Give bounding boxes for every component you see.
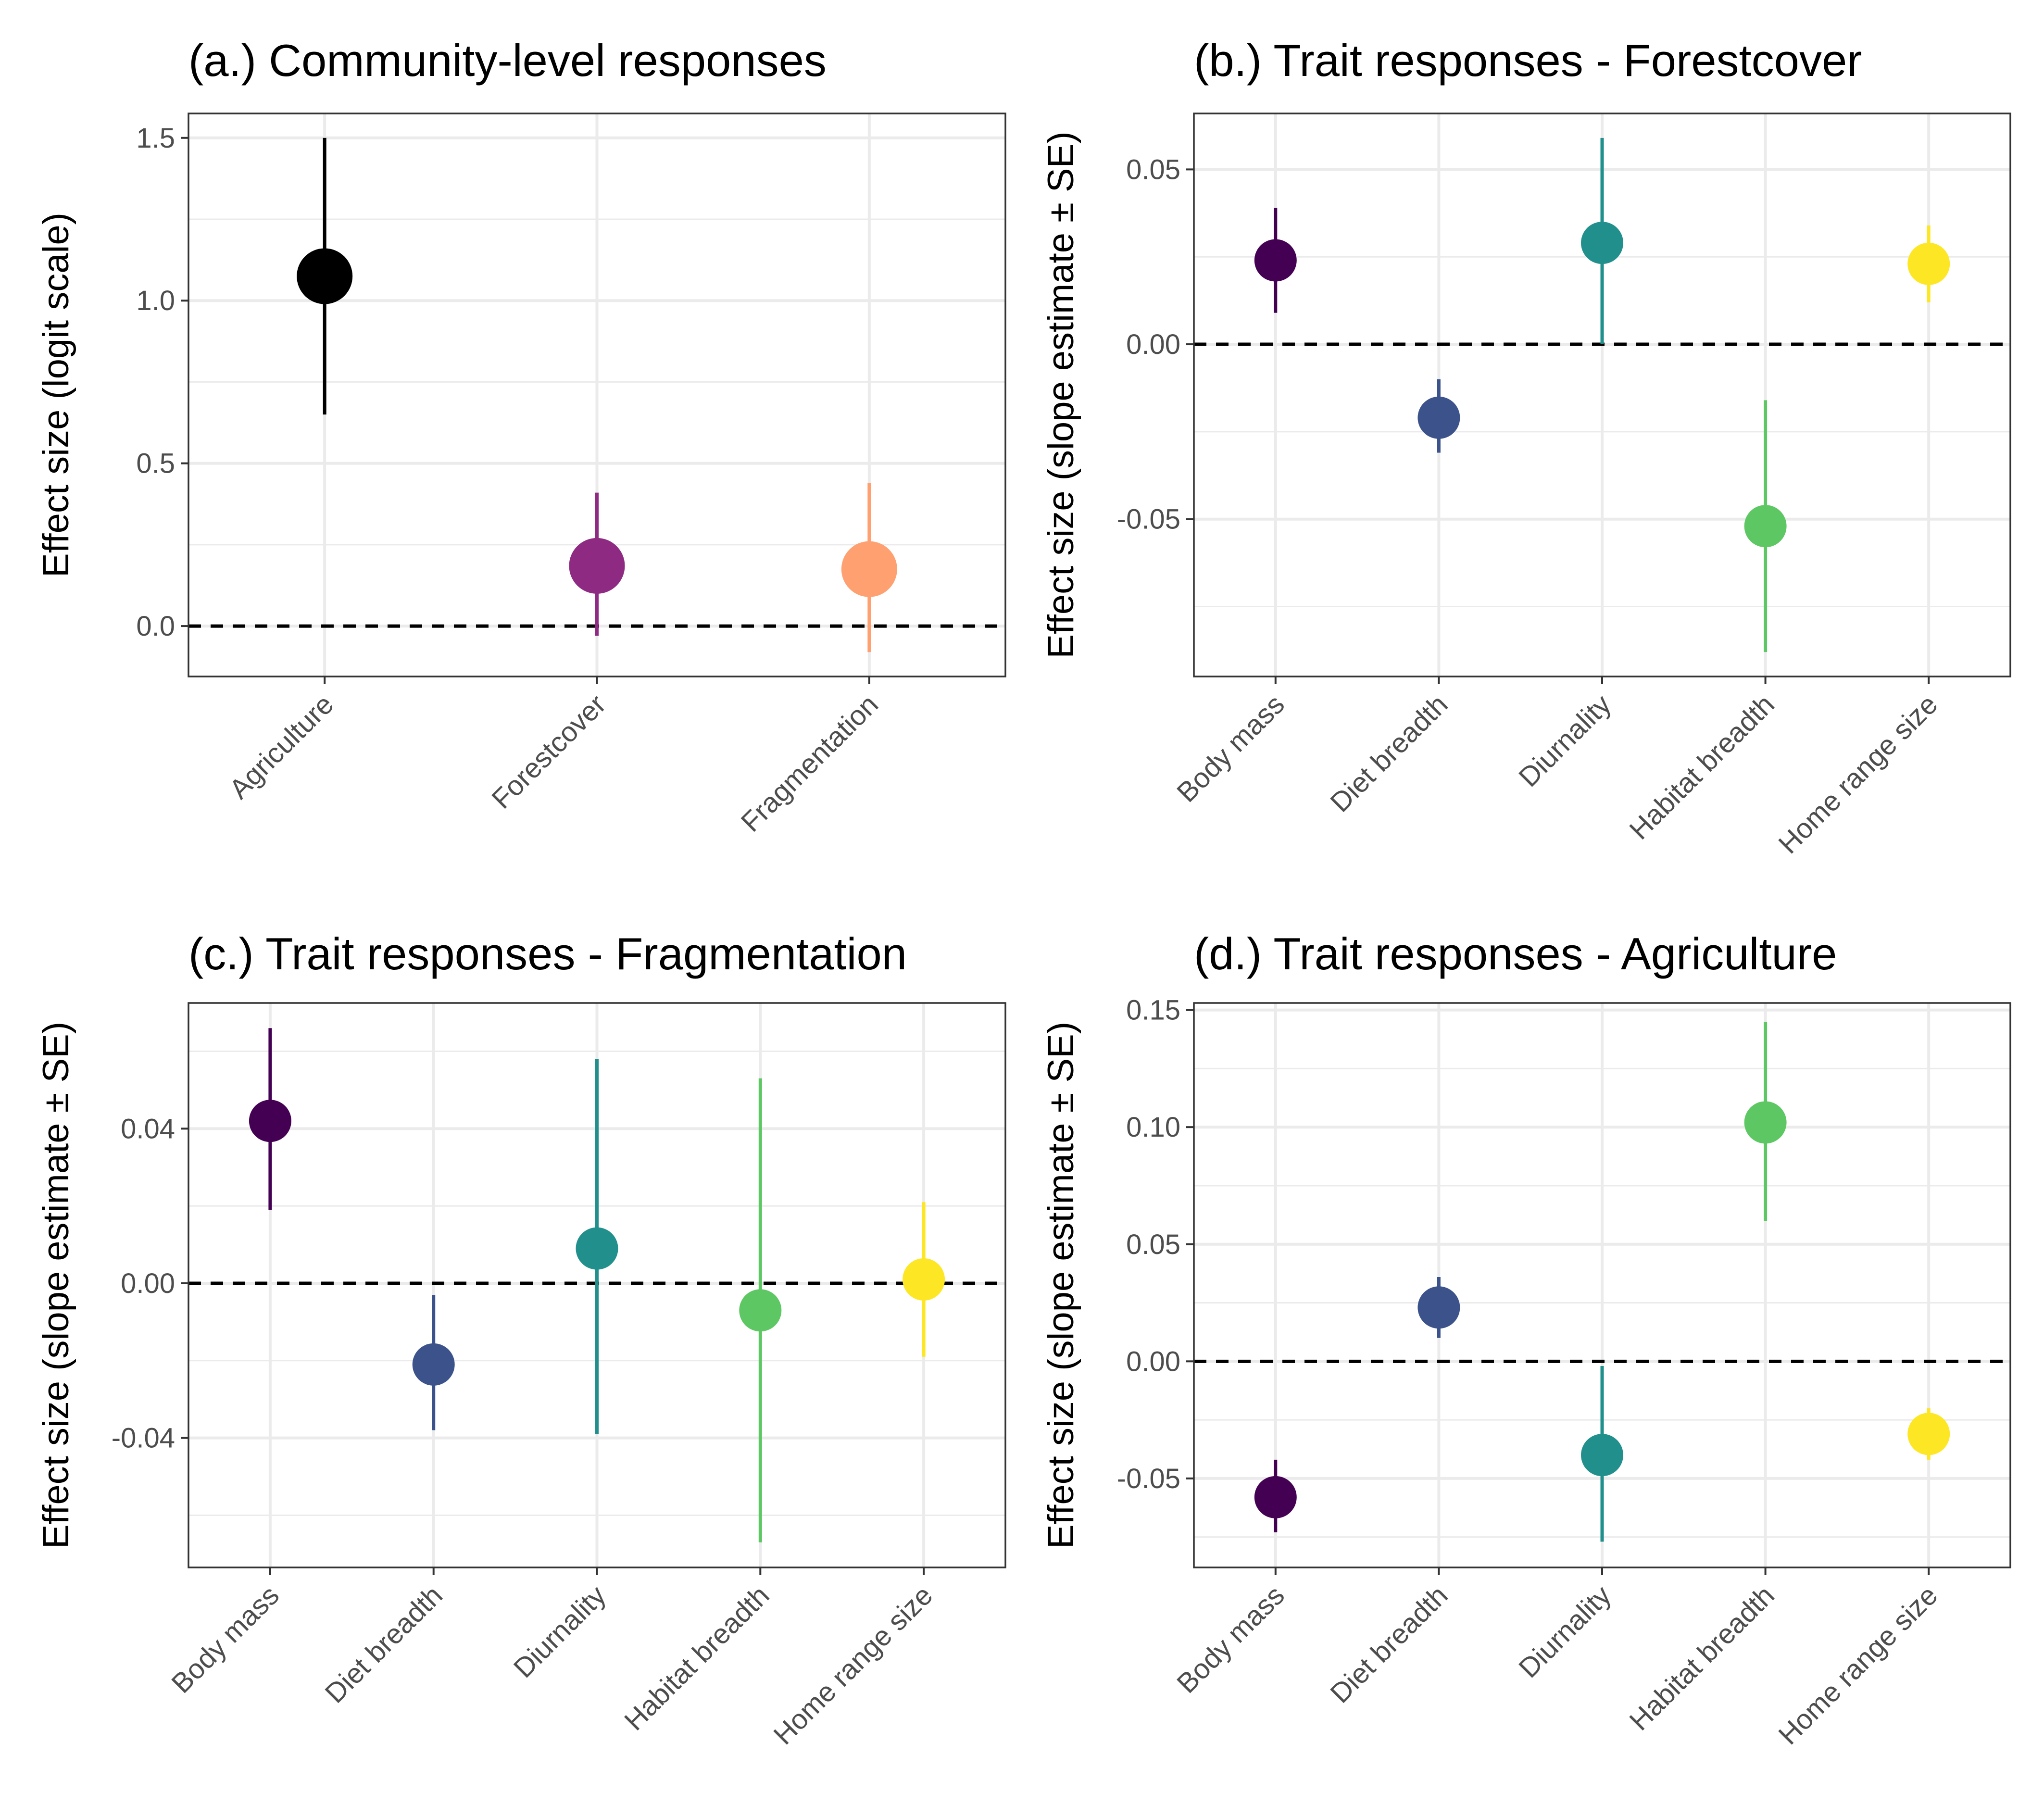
data-point [569, 538, 625, 594]
panel-1: -0.05 0.00 0.05 Body mass Diet breadth Diurna… [1041, 35, 2011, 860]
y-tick-label: 0.00 [1126, 329, 1180, 360]
x-tick-label: Habitat breadth [618, 1579, 775, 1736]
x-tick-label: Forestcover [486, 689, 612, 815]
data-point [903, 1258, 945, 1301]
data-point [1254, 1476, 1297, 1518]
data-point [297, 248, 353, 304]
data-point [1744, 505, 1787, 548]
data-point [249, 1100, 291, 1142]
data-point [1417, 396, 1460, 439]
x-tick-label: Diet breadth [319, 1579, 448, 1709]
y-tick-label: 1.5 [136, 123, 175, 154]
y-tick-label: 0.5 [136, 448, 175, 479]
data-point [739, 1289, 782, 1332]
x-tick-label: Home range size [767, 1579, 939, 1751]
y-tick-label: -0.04 [112, 1423, 175, 1454]
y-tick-label: 0.05 [1126, 1229, 1180, 1260]
x-tick-label: Fragmentation [735, 689, 884, 838]
data-point [841, 541, 897, 597]
x-tick-label: Home range size [1772, 1579, 1944, 1751]
data-point [1744, 1101, 1787, 1144]
y-axis-label: Effect size (slope estimate ± SE) [36, 1022, 76, 1549]
y-tick-label: -0.05 [1117, 1463, 1180, 1494]
x-tick-label: Body mass [1171, 1579, 1291, 1699]
panel-title: (c.) Trait responses - Fragmentation [188, 928, 907, 979]
panel-3: -0.05 0.00 0.05 0.10 0.15 Body mass Diet bread… [1041, 928, 2011, 1751]
panel-0: 0.0 0.5 1.0 1.5 Agriculture Forestcover Fragme… [36, 35, 1006, 838]
x-tick-label: Diurnality [1513, 1579, 1617, 1684]
panel-title: (b.) Trait responses - Forestcover [1194, 35, 1862, 86]
y-tick-label: 0.05 [1126, 154, 1180, 185]
x-tick-label: Diet breadth [1324, 1579, 1454, 1709]
y-tick-label: 0.0 [136, 611, 175, 642]
y-axis-label: Effect size (slope estimate ± SE) [1041, 1022, 1081, 1549]
x-tick-label: Habitat breadth [1623, 1579, 1780, 1736]
x-tick-label: Agriculture [223, 689, 339, 805]
x-tick-label: Diet breadth [1324, 689, 1454, 818]
x-tick-label: Body mass [1171, 689, 1291, 808]
data-point [1254, 239, 1297, 282]
y-axis-label: Effect size (slope estimate ± SE) [1041, 131, 1081, 658]
x-tick-label: Diurnality [1513, 689, 1617, 793]
y-tick-label: 0.15 [1126, 995, 1180, 1026]
panel-title: (d.) Trait responses - Agriculture [1194, 928, 1837, 979]
data-point [412, 1343, 455, 1386]
data-point [1417, 1286, 1460, 1329]
y-axis-label: Effect size (logit scale) [36, 213, 76, 577]
y-tick-label: 0.00 [121, 1268, 175, 1299]
data-point [1581, 1434, 1623, 1477]
data-point [1907, 1413, 1950, 1455]
panel-title: (a.) Community-level responses [188, 35, 827, 86]
data-point [1907, 242, 1950, 285]
panel-2: -0.04 0.00 0.04 Body mass Diet breadth Diurna… [36, 928, 1006, 1751]
x-tick-label: Body mass [165, 1579, 285, 1699]
data-point [576, 1227, 618, 1270]
y-tick-label: 0.00 [1126, 1346, 1180, 1377]
x-tick-label: Habitat breadth [1623, 689, 1780, 845]
y-tick-label: 0.10 [1126, 1112, 1180, 1143]
y-tick-label: 0.04 [121, 1113, 175, 1144]
data-point [1581, 222, 1623, 264]
y-tick-label: 1.0 [136, 285, 175, 316]
x-tick-label: Diurnality [508, 1579, 612, 1684]
x-tick-label: Home range size [1772, 689, 1944, 860]
y-tick-label: -0.05 [1117, 504, 1180, 535]
